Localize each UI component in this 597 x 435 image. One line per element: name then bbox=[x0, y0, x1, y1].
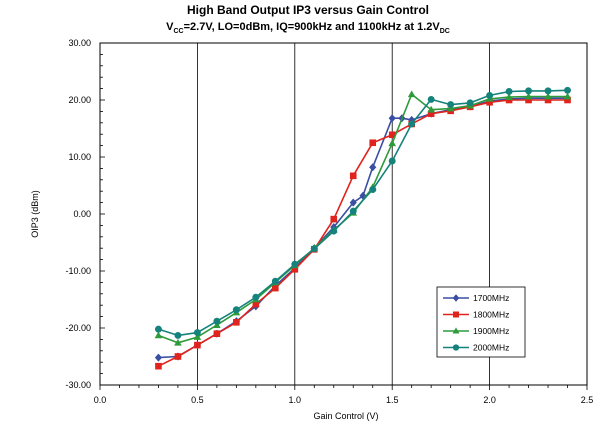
data-point bbox=[252, 300, 260, 308]
data-point bbox=[388, 131, 396, 139]
data-point bbox=[564, 96, 571, 104]
data-point bbox=[174, 353, 182, 360]
legend-item: 2000MHz bbox=[443, 343, 509, 353]
subtitle-part: V bbox=[166, 21, 174, 33]
data-point bbox=[544, 96, 552, 104]
legend-marker bbox=[453, 311, 459, 318]
data-point bbox=[505, 96, 513, 104]
data-point bbox=[252, 293, 260, 301]
y-tick-label: 0.00 bbox=[73, 209, 91, 219]
series-line bbox=[158, 89, 568, 337]
data-point bbox=[291, 265, 299, 273]
data-point bbox=[427, 105, 435, 113]
data-point bbox=[154, 325, 162, 333]
series-line bbox=[158, 99, 568, 367]
series-1800mhz bbox=[155, 96, 571, 370]
data-point bbox=[213, 330, 221, 337]
data-point bbox=[505, 87, 513, 95]
legend-marker bbox=[452, 344, 460, 351]
y-tick-label: -30.00 bbox=[65, 380, 91, 390]
legend-item: 1700MHz bbox=[443, 293, 509, 303]
subtitle-part: DC bbox=[440, 28, 450, 35]
data-point bbox=[349, 207, 357, 215]
legend-marker bbox=[452, 327, 460, 334]
subtitle-part: CC bbox=[174, 28, 184, 35]
data-point bbox=[233, 319, 240, 326]
data-point bbox=[544, 87, 552, 95]
chart-title: High Band Output IP3 versus Gain Control bbox=[187, 3, 429, 17]
data-point bbox=[213, 317, 221, 325]
y-tick-label: -20.00 bbox=[65, 323, 91, 333]
data-point bbox=[388, 157, 396, 165]
data-point bbox=[154, 353, 163, 362]
data-point bbox=[349, 172, 357, 180]
legend-label: 1900MHz bbox=[473, 326, 509, 336]
data-point bbox=[369, 186, 377, 193]
y-tick-label: -10.00 bbox=[65, 266, 91, 276]
legend: 1700MHz 1800MHz 1900MHz 2000MHz bbox=[436, 286, 526, 358]
data-point bbox=[330, 227, 338, 235]
data-point bbox=[330, 215, 338, 223]
data-point bbox=[369, 163, 377, 172]
data-point bbox=[174, 331, 182, 339]
data-point bbox=[544, 92, 552, 100]
data-point bbox=[272, 284, 279, 292]
y-axis-label: OIP3 (dBm) bbox=[30, 190, 40, 238]
legend-item: 1900MHz bbox=[443, 326, 509, 336]
data-point bbox=[525, 87, 533, 95]
x-tick-label: 1.5 bbox=[386, 395, 399, 405]
legend-marker bbox=[452, 294, 460, 302]
data-point bbox=[447, 101, 455, 109]
data-point bbox=[505, 93, 513, 100]
data-point bbox=[563, 92, 572, 100]
data-point bbox=[427, 110, 435, 117]
data-point bbox=[369, 139, 377, 147]
x-tick-label: 0.0 bbox=[94, 395, 107, 405]
data-point bbox=[193, 329, 201, 337]
legend-item: 1800MHz bbox=[443, 310, 509, 320]
data-point bbox=[155, 362, 162, 370]
data-point bbox=[193, 333, 202, 340]
data-point bbox=[407, 90, 416, 98]
data-point bbox=[174, 338, 182, 346]
x-tick-label: 2.5 bbox=[581, 395, 594, 405]
x-tick-label: 0.5 bbox=[191, 395, 204, 405]
chart-subtitle: VCC=2.7V, LO=0dBm, IQ=900kHz and 1100kHz… bbox=[166, 21, 450, 35]
plot-area: -30.00 -20.00 -10.00 0.00 10.00 20.00 30.00 0.0… bbox=[65, 38, 593, 405]
series-2000mhz bbox=[154, 86, 571, 339]
data-point bbox=[194, 341, 201, 349]
data-point bbox=[466, 99, 474, 107]
data-point bbox=[408, 120, 416, 128]
legend-label: 1800MHz bbox=[473, 310, 509, 320]
x-tick-label: 2.0 bbox=[483, 395, 496, 405]
y-tick-label: 10.00 bbox=[68, 152, 91, 162]
data-point bbox=[349, 198, 357, 207]
y-tick-label: 20.00 bbox=[68, 95, 91, 105]
data-point bbox=[291, 260, 299, 268]
data-point bbox=[232, 306, 240, 314]
data-point bbox=[427, 95, 435, 103]
data-point bbox=[486, 91, 494, 99]
data-point bbox=[524, 92, 533, 100]
x-tick-label: 1.0 bbox=[289, 395, 302, 405]
subtitle-part: =2.7V, LO=0dBm, IQ=900kHz and 1100kHz at… bbox=[184, 21, 441, 33]
data-point bbox=[154, 331, 163, 339]
data-point bbox=[564, 86, 571, 94]
data-point bbox=[310, 245, 318, 253]
legend-label: 2000MHz bbox=[473, 343, 509, 353]
data-point bbox=[388, 139, 396, 147]
x-axis-label: Gain Control (V) bbox=[313, 411, 378, 421]
legend-label: 1700MHz bbox=[473, 293, 509, 303]
data-point bbox=[271, 277, 279, 285]
data-point bbox=[486, 98, 493, 106]
y-tick-label: 30.00 bbox=[68, 38, 91, 48]
data-point bbox=[388, 114, 396, 123]
data-point bbox=[525, 96, 532, 104]
